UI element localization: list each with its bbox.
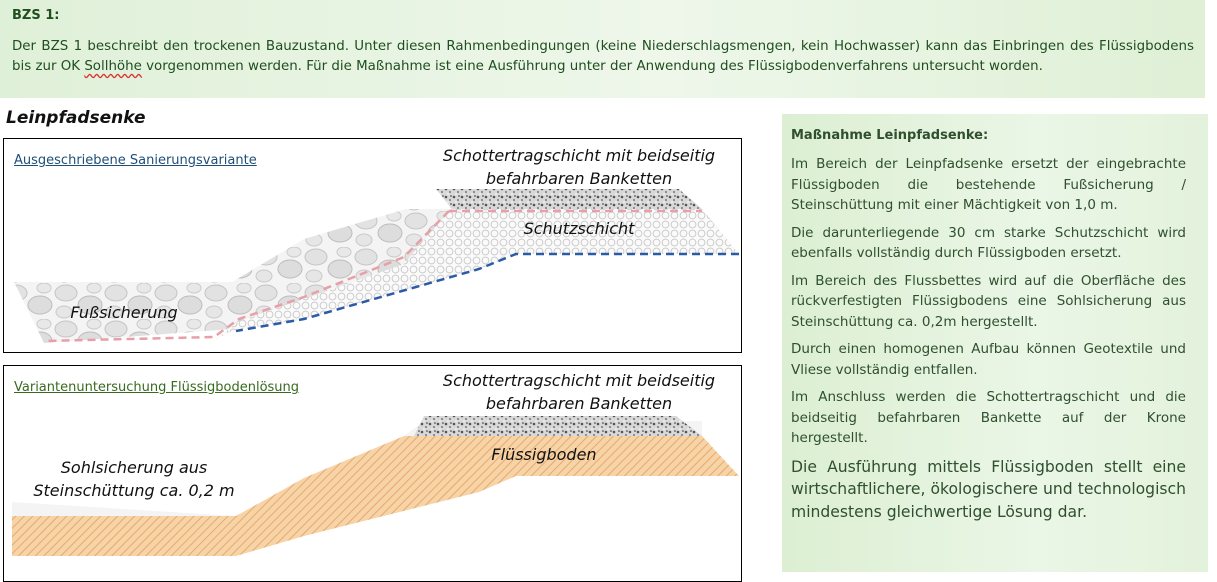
variant-label-liquid: Variantenuntersuchung Flüssigbodenlösung bbox=[14, 380, 300, 395]
gravel-label-1: Schottertragschicht mit beidseitig befah… bbox=[434, 144, 724, 190]
gravel-label-2-line2: befahrbaren Banketten bbox=[485, 394, 673, 413]
panel-paragraph: Im Anschluss werden die Schottertragschi… bbox=[791, 389, 1186, 446]
pink-dashed-line-1b bbox=[43, 210, 450, 343]
bzs-banner: BZS 1: Der BZS 1 beschreibt den trockene… bbox=[0, 0, 1205, 98]
diagram-liquid-soil-svg bbox=[12, 416, 739, 556]
liquid-soil-body bbox=[12, 436, 739, 556]
liquid-soil-label: Flüssigboden bbox=[491, 445, 597, 464]
protective-layer-1 bbox=[216, 209, 739, 339]
gravel-label-2-line1: Schottertragschicht mit beidseitig bbox=[442, 371, 716, 390]
gravel-label-1-line1: Schottertragschicht mit beidseitig bbox=[442, 146, 716, 165]
gravel-label-1-line2: befahrbaren Banketten bbox=[485, 169, 673, 188]
panel-body: Im Bereich der Leinpfadsenke ersetzt der… bbox=[791, 154, 1186, 530]
protective-layer-label: Schutzschicht bbox=[523, 219, 635, 238]
diagram-liquid-soil-variant: Variantenuntersuchung Flüssigbodenlösung… bbox=[3, 365, 742, 582]
gravel-label-2: Schottertragschicht mit beidseitig befah… bbox=[434, 369, 724, 415]
panel-conclusion: Die Ausführung mittels Flüssigboden stel… bbox=[791, 457, 1186, 521]
panel-paragraph: Im Bereich der Leinpfadsenke ersetzt der… bbox=[791, 156, 1186, 213]
sohl-label-line1: Sohlsicherung aus bbox=[60, 458, 208, 477]
bzs-description: Der BZS 1 beschreibt den trockenen Bauzu… bbox=[12, 37, 1194, 77]
panel-paragraph: Durch einen homogenen Aufbau können Geot… bbox=[791, 341, 1186, 378]
bzs-text-sollhoehe: Sollhöhe bbox=[84, 59, 142, 74]
variant-label-original: Ausgeschriebene Sanierungsvariante bbox=[14, 153, 257, 168]
sohl-protection-label: Sohlsicherung aus Steinschüttung ca. 0,2… bbox=[24, 456, 244, 502]
gravel-layer-1 bbox=[436, 189, 702, 209]
diagram-original-variant: Ausgeschriebene Sanierungsvariante Schot… bbox=[3, 138, 742, 353]
section-title: Leinpfadsenke bbox=[6, 108, 146, 128]
panel-title: Maßnahme Leinpfadsenke: bbox=[791, 128, 989, 143]
foot-protection-label: Fußsicherung bbox=[70, 303, 178, 322]
gravel-layer-2 bbox=[414, 416, 702, 436]
panel-paragraph: Im Bereich des Flussbettes wird auf die … bbox=[791, 272, 1186, 330]
blue-dashed-line-1 bbox=[235, 252, 739, 333]
measures-panel: Maßnahme Leinpfadsenke: Im Bereich der L… bbox=[782, 114, 1208, 572]
bzs-title: BZS 1: bbox=[12, 8, 60, 23]
panel-paragraph: Die darunterliegende 30 cm starke Schutz… bbox=[791, 224, 1186, 262]
bzs-text-part1: Der BZS 1 beschreibt den trockenen Bauzu… bbox=[12, 39, 1194, 74]
diagram-original-svg bbox=[14, 189, 739, 343]
bzs-text-part2: vorgenommen werden. Für die Maßnahme ist… bbox=[141, 59, 1043, 74]
sohl-label-line2: Steinschüttung ca. 0,2 m bbox=[33, 481, 235, 500]
